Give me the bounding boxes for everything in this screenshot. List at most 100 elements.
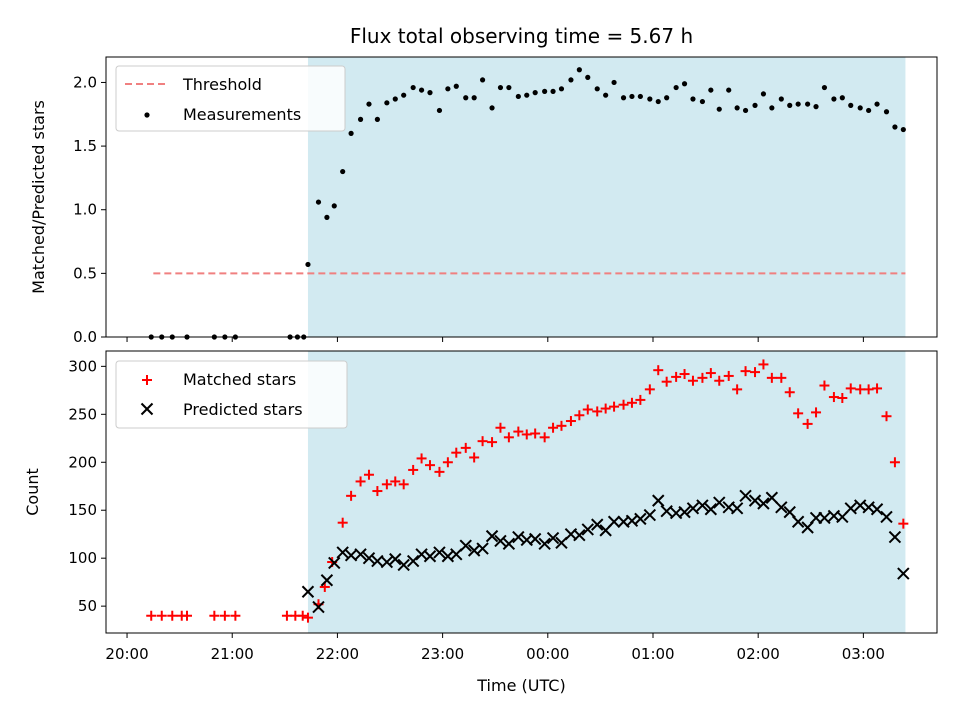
measurement-point (637, 93, 643, 100)
matched-star-point (644, 384, 655, 395)
measurement-point (726, 87, 732, 93)
matched-star-point (697, 372, 708, 383)
measurement-point (445, 86, 451, 92)
matched-star-point (219, 610, 230, 621)
matched-star-point (776, 372, 787, 383)
legend-measurements-swatch (144, 112, 150, 118)
predicted-star-point (502, 537, 516, 551)
measurement-point (673, 84, 679, 91)
measurement-point (831, 96, 837, 102)
matched-star-point (442, 457, 453, 468)
matched-star-point (495, 422, 506, 433)
x-tick-label: 03:00 (842, 645, 885, 663)
measurement-point (384, 100, 390, 106)
matched-star-point (750, 367, 761, 378)
measurement-point (479, 77, 486, 83)
measurement-point (699, 98, 706, 105)
predicted-star-point (713, 496, 726, 509)
measurement-point (813, 104, 819, 110)
measurement-point (340, 168, 346, 175)
measurement-point (734, 105, 740, 111)
matched-star-point (679, 369, 690, 380)
matched-star-point (766, 372, 777, 383)
predicted-star-point (880, 510, 893, 524)
measurement-point (324, 214, 330, 220)
predicted-star-point (476, 542, 489, 555)
matched-star-point (513, 426, 524, 437)
matched-star-point (758, 359, 769, 370)
measurement-point (866, 107, 872, 114)
matched-star-point (626, 397, 637, 408)
predicted-star-point (573, 528, 586, 542)
measurement-point (453, 83, 459, 89)
predicted-star-point (397, 558, 410, 572)
legend-predicted-label: Predicted stars (183, 400, 303, 419)
predicted-star-point (494, 534, 507, 548)
ratio-y-ticks: 0.0 0.5 1.0 1.5 2.0 (73, 73, 106, 346)
predicted-star-point (423, 550, 437, 563)
count-y-axis-label: Count (23, 468, 42, 516)
matched-star-point (548, 422, 559, 433)
predicted-star-point (765, 491, 779, 504)
matched-star-point (687, 375, 698, 386)
measurement-point (611, 79, 617, 86)
matched-star-point (793, 408, 804, 419)
measurement-point (805, 101, 811, 107)
measurement-point (603, 92, 609, 98)
matched-star-point (811, 407, 822, 418)
matched-star-point (889, 457, 900, 468)
matched-star-point (451, 447, 462, 458)
matched-star-point (872, 383, 883, 394)
y-tick-label: 150 (68, 501, 97, 519)
y-tick-label: 50 (78, 597, 97, 615)
matched-star-point (740, 366, 751, 377)
matched-star-point (416, 453, 427, 464)
measurement-point (690, 96, 696, 102)
matched-star-point (424, 460, 435, 471)
x-tick-label: 02:00 (737, 645, 780, 663)
y-tick-label: 300 (68, 357, 97, 375)
measurement-point (821, 84, 828, 91)
measurement-point (532, 90, 538, 96)
measurement-point (576, 67, 582, 73)
matched-star-point (609, 401, 620, 412)
measurement-point (839, 95, 845, 101)
matched-star-point (635, 394, 646, 405)
x-tick-label: 00:00 (526, 645, 569, 663)
predicted-star-point (312, 600, 325, 614)
matched-star-point (477, 436, 488, 447)
count-legend-box (115, 360, 348, 429)
y-tick-label: 0.5 (73, 264, 97, 282)
matched-star-point (355, 476, 366, 487)
predicted-star-point (459, 539, 472, 552)
measurement-point (716, 106, 722, 112)
predicted-star-point (678, 505, 691, 519)
measurement-point (594, 86, 600, 92)
matched-stars-points (146, 359, 909, 623)
measurement-point (515, 93, 521, 100)
time-x-axis-label: Time (UTC) (476, 676, 565, 695)
predicted-star-point (643, 508, 657, 522)
measurement-point (708, 87, 714, 93)
measurement-point (769, 105, 775, 111)
predicted-star-point (888, 530, 902, 544)
measurement-point (542, 88, 548, 94)
matched-star-point (802, 418, 813, 429)
predicted-star-point (660, 504, 673, 518)
matched-star-point (828, 392, 839, 403)
matched-star-point (337, 517, 348, 528)
ratio-panel: 0.0 0.5 1.0 1.5 2.0 Flux total observing tim… (29, 24, 938, 346)
measurement-point (331, 203, 337, 209)
time-x-ticks: 20:00 21:00 22:00 23:00 00:00 01:00 02:00 03:00 (105, 633, 885, 663)
matched-star-point (281, 610, 292, 621)
predicted-star-point (791, 515, 805, 528)
measurement-point (489, 105, 495, 111)
matched-star-point (845, 383, 856, 394)
count-y-ticks: 50 100 150 200 250 300 (68, 357, 106, 615)
measurement-point (401, 92, 407, 98)
measurement-point (305, 261, 311, 268)
chart-title: Flux total observing time = 5.67 h (350, 24, 693, 48)
measurement-point (550, 88, 556, 94)
ratio-x-ticks (126, 337, 864, 342)
